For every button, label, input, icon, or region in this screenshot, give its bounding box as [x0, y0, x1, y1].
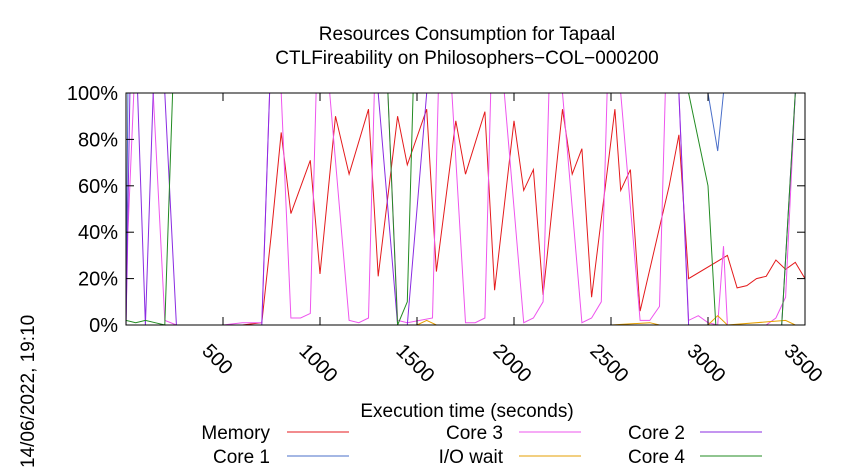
- chart-title: Resources Consumption for Tapaal: [319, 24, 615, 45]
- plot-area: 0% 20% 40% 60% 80% 100% 500 1000 1500 2000 2500 300…: [67, 83, 827, 387]
- legend-label-4: Core 2: [628, 423, 685, 444]
- legend-label-0: Memory: [201, 423, 270, 444]
- legend: Memory Core 1 Core 3 I/O wait Core 2 Core 4: [201, 423, 762, 468]
- x-axis-label: Execution time (seconds): [360, 401, 573, 422]
- y-tick-label-5: 100%: [67, 83, 118, 105]
- series-line-1: [125, 92, 805, 326]
- x-tick-label-5: 3000: [682, 340, 729, 387]
- chart-subtitle: CTLFireability on Philosophers−COL−00020…: [275, 48, 658, 69]
- legend-label-2: Core 3: [446, 423, 503, 444]
- series-line-5: [125, 92, 805, 326]
- x-tick-label-4: 2500: [585, 340, 632, 387]
- series-line-4: [125, 92, 805, 326]
- x-tick-label-0: 500: [197, 340, 236, 379]
- legend-label-5: Core 4: [628, 447, 685, 468]
- legend-label-3: I/O wait: [439, 447, 504, 468]
- x-tick-label-1: 1000: [294, 340, 341, 387]
- y-tick-label-0: 0%: [89, 315, 118, 337]
- side-timestamp: 14/06/2022, 19:10: [18, 315, 39, 468]
- series-line-2: [125, 92, 805, 326]
- y-tick-label-1: 20%: [78, 269, 118, 291]
- x-tick-label-6: 3500: [779, 340, 826, 387]
- series-line-0: [126, 109, 806, 326]
- y-tick-label-2: 40%: [78, 222, 118, 244]
- y-tick-label-3: 60%: [78, 176, 118, 198]
- x-tick-label-3: 2000: [488, 340, 535, 387]
- x-tick-label-2: 1500: [391, 340, 438, 387]
- legend-label-1: Core 1: [213, 447, 270, 468]
- y-tick-label-4: 80%: [78, 129, 118, 151]
- plot-frame: [125, 92, 806, 326]
